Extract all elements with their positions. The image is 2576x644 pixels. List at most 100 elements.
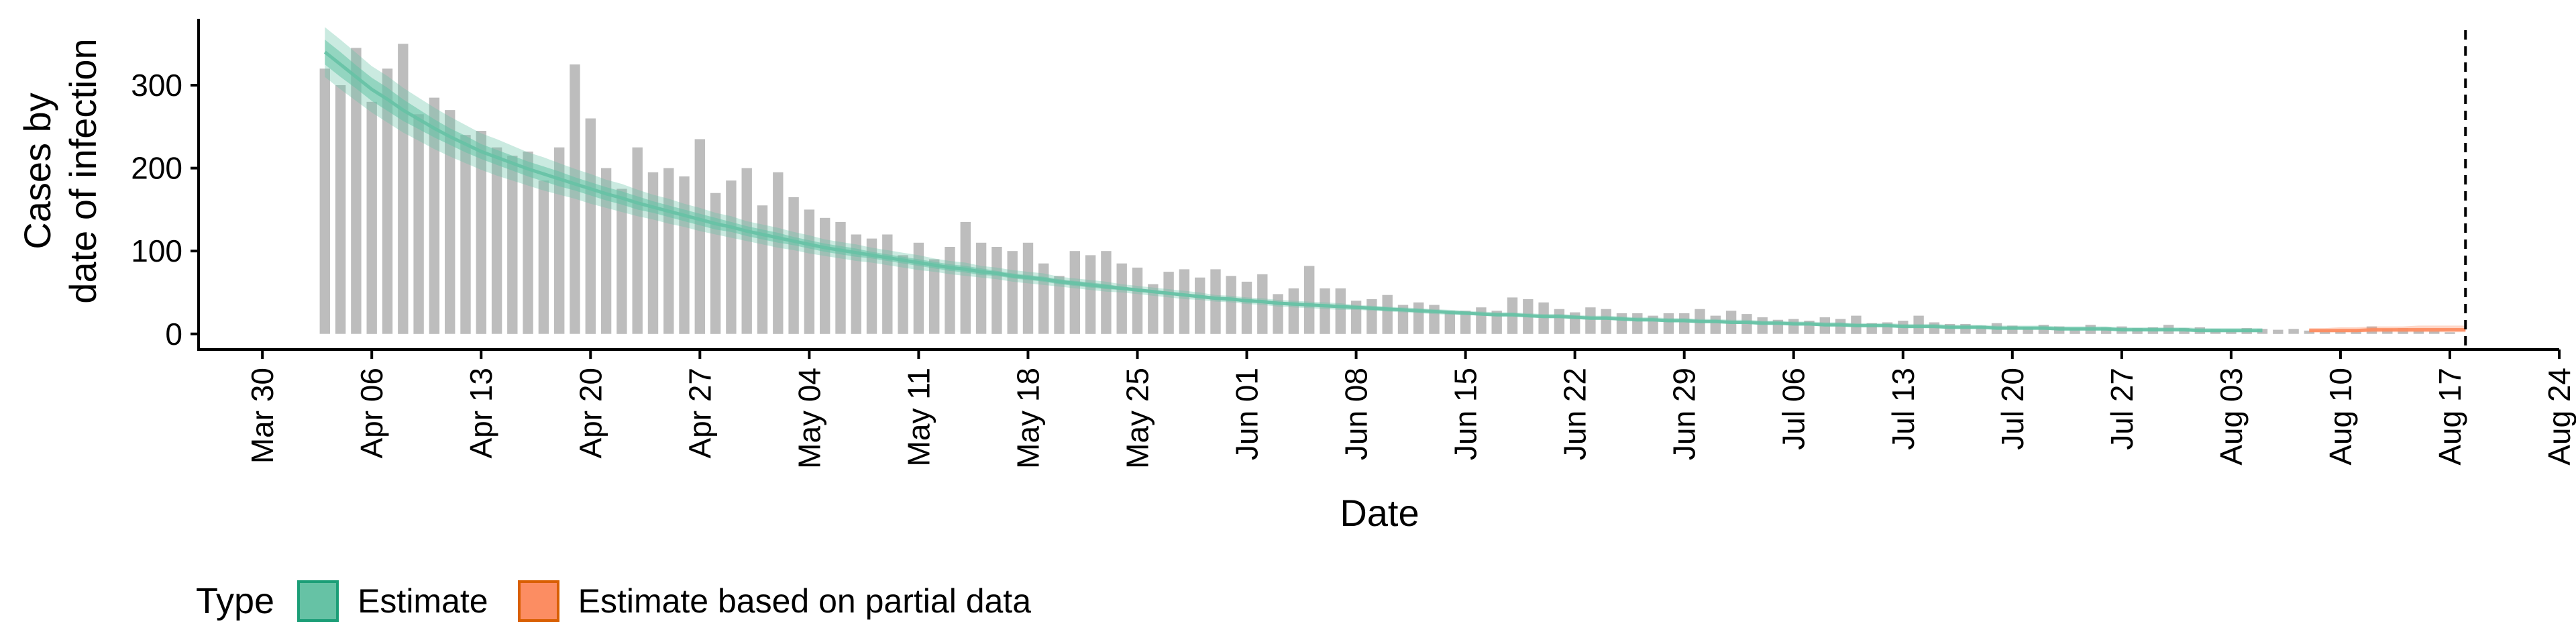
bar xyxy=(600,168,612,334)
x-tick-label: Jun 15 xyxy=(1448,368,1483,460)
x-tick-label: May 11 xyxy=(901,368,936,466)
bar xyxy=(804,209,815,334)
bar xyxy=(2023,327,2033,334)
x-tick-label: Jul 20 xyxy=(1995,368,2030,450)
y-tick-label: 200 xyxy=(131,151,182,186)
bar xyxy=(1632,313,1643,334)
bar xyxy=(1257,274,1268,334)
bar xyxy=(507,156,518,334)
y-axis-title: Cases bydate of infection xyxy=(16,38,104,303)
bar xyxy=(882,234,893,334)
bar xyxy=(1179,269,1190,334)
y-tick-label: 0 xyxy=(165,317,182,352)
bar xyxy=(1382,294,1393,334)
legend-label-estimate: Estimate xyxy=(358,582,488,620)
bar xyxy=(773,172,784,334)
bar xyxy=(1069,251,1080,334)
bar xyxy=(351,48,362,334)
x-tick-label: May 04 xyxy=(792,368,826,469)
bar xyxy=(1007,251,1018,334)
bar xyxy=(366,101,377,334)
x-tick-label: Aug 17 xyxy=(2432,368,2467,466)
bar xyxy=(2273,329,2284,334)
ribbon-90 xyxy=(325,27,2263,333)
median-line xyxy=(323,50,2263,333)
bar xyxy=(1085,255,1096,334)
bar xyxy=(679,176,690,334)
median-line xyxy=(2309,328,2466,333)
x-tick-label: May 25 xyxy=(1120,368,1155,469)
bar xyxy=(585,118,596,334)
bar xyxy=(694,139,705,334)
series-0 xyxy=(323,27,2263,333)
legend-title: Type xyxy=(196,581,275,621)
bar xyxy=(1788,319,1799,334)
bar xyxy=(663,168,674,334)
legend-label-partial: Estimate based on partial data xyxy=(578,582,1032,620)
bar xyxy=(851,234,861,334)
bar xyxy=(991,247,1002,334)
bar xyxy=(1226,276,1236,334)
bar xyxy=(1460,311,1471,334)
y-tick-label: 100 xyxy=(131,233,182,268)
bar xyxy=(1366,299,1377,334)
bar xyxy=(945,247,955,334)
bar xyxy=(319,68,330,334)
bar xyxy=(413,114,424,334)
bar xyxy=(1335,288,1346,334)
x-tick-label: Aug 10 xyxy=(2323,368,2358,466)
x-tick-label: Jun 29 xyxy=(1667,368,1702,460)
bar xyxy=(460,135,471,334)
bar xyxy=(1022,242,1034,334)
bar xyxy=(1757,317,1768,334)
bar xyxy=(382,68,393,334)
bar xyxy=(2070,328,2080,334)
bar xyxy=(1679,313,1690,334)
x-tick-label: Jul 27 xyxy=(2104,368,2139,450)
bar xyxy=(1397,305,1409,334)
bar xyxy=(1163,272,1174,334)
x-tick-label: Apr 20 xyxy=(573,368,608,459)
bar xyxy=(538,180,549,334)
x-tick-label: Apr 06 xyxy=(354,368,389,459)
bar xyxy=(429,97,440,334)
bar xyxy=(632,147,643,334)
bar xyxy=(820,217,830,334)
bar xyxy=(1601,309,1611,334)
x-axis-title: Date xyxy=(1340,492,1419,534)
bar xyxy=(1320,288,1330,334)
bar xyxy=(491,147,502,334)
bar xyxy=(1116,263,1127,334)
x-tick-label: Jul 13 xyxy=(1886,368,1921,450)
bar xyxy=(1710,315,1721,334)
series-1 xyxy=(2309,325,2466,333)
x-tick-label: Aug 24 xyxy=(2542,368,2576,466)
bar xyxy=(1444,311,1455,334)
bar xyxy=(1148,284,1159,334)
bar xyxy=(476,131,486,334)
x-tick-label: May 18 xyxy=(1010,368,1045,469)
bar xyxy=(523,151,533,334)
y-tick-label: 300 xyxy=(131,68,182,103)
bar xyxy=(726,180,737,334)
bar xyxy=(445,110,455,334)
x-tick-label: Jun 08 xyxy=(1339,368,1374,460)
bar xyxy=(335,85,346,334)
x-tick-label: Jun 22 xyxy=(1558,368,1593,460)
bar xyxy=(1195,277,1205,334)
bar xyxy=(570,64,580,334)
bars-group xyxy=(319,44,2455,334)
bar xyxy=(2445,332,2455,334)
x-tick-label: Jul 06 xyxy=(1776,368,1811,450)
bar xyxy=(1413,302,1424,334)
bar xyxy=(1491,311,1502,334)
bar xyxy=(898,255,908,334)
bar xyxy=(975,242,987,334)
bar xyxy=(788,197,799,334)
legend: Type Estimate Estimate based on partial … xyxy=(196,576,1061,627)
bar xyxy=(960,221,971,334)
bar xyxy=(1585,307,1596,334)
legend-swatch-estimate xyxy=(297,580,339,622)
